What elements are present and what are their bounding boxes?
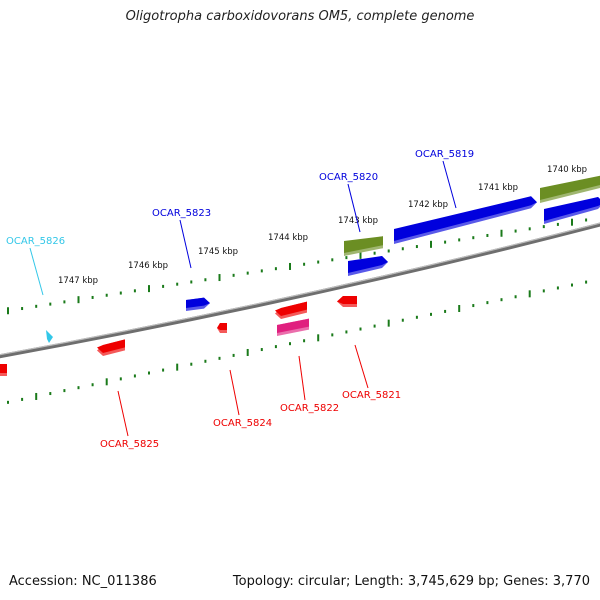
gene-feature[interactable] [97,339,125,356]
gene-feature[interactable] [540,175,600,203]
gene-label[interactable]: OCAR_5821 [342,390,401,401]
scale-ticks-inner [7,280,588,404]
gene-feature-body [97,339,125,353]
genome-summary-text: Topology: circular; Length: 3,745,629 bp… [232,574,590,589]
gene-features [0,175,600,376]
gene-label[interactable]: OCAR_5825 [100,439,159,450]
gene-feature-body [186,297,210,308]
genome-title: Oligotropha carboxidovorans OM5, complet… [125,9,475,24]
gene-feature-body [394,196,537,241]
gene-feature[interactable] [275,301,307,319]
gene-feature[interactable] [344,236,383,256]
scale-label: 1745 kbp [198,247,238,257]
gene-feature-body [277,318,309,333]
gene-label-leader [298,355,306,401]
gene-feature-body [348,256,388,273]
gene-feature[interactable] [348,256,388,276]
scale-label: 1746 kbp [128,261,168,271]
scale-label: 1743 kbp [338,216,378,226]
gene-feature-body [544,197,600,221]
gene-feature-body [337,296,357,304]
scale-label: 1742 kbp [408,200,448,210]
gene-label-leader [229,369,240,416]
scale-ticks-outer [7,218,588,315]
gene-label-leader [179,219,192,269]
gene-feature[interactable] [186,297,210,311]
gene-feature[interactable] [46,330,53,343]
genome-backbone-highlight [0,222,600,356]
gene-label-leader [442,160,457,209]
gene-feature[interactable] [544,197,600,224]
gene-label[interactable]: OCAR_5820 [319,172,378,183]
gene-label[interactable]: OCAR_5824 [213,418,272,429]
gene-feature-body [275,301,307,316]
gene-feature-body [540,175,600,200]
scale-label: 1744 kbp [268,233,308,243]
gene-feature-body [217,323,227,330]
scale-labels: 1747 kbp 1746 kbp 1745 kbp 1744 kbp 1743 kbp… [58,165,587,286]
gene-feature[interactable] [337,296,357,307]
gene-label-leader [354,344,369,389]
gene-label[interactable]: OCAR_5822 [280,403,339,414]
gene-label-leader [117,390,129,437]
scale-label: 1740 kbp [547,165,587,175]
gene-label-leader [29,247,44,296]
gene-feature-body [0,364,7,373]
gene-labels: OCAR_5826 OCAR_5823 OCAR_5820 OCAR_5819 OCAR… [6,149,474,450]
genome-backbone [0,222,600,359]
scale-label: 1741 kbp [478,183,518,193]
gene-label[interactable]: OCAR_5823 [152,208,211,219]
gene-feature[interactable] [0,364,7,376]
gene-feature[interactable] [394,196,537,244]
gene-feature[interactable] [217,323,227,333]
scale-label: 1747 kbp [58,276,98,286]
gene-feature[interactable] [277,318,309,336]
gene-label[interactable]: OCAR_5819 [415,149,474,160]
gene-label[interactable]: OCAR_5826 [6,236,65,247]
gene-feature-body [344,236,383,253]
gene-label-leader [347,183,361,233]
accession-text: Accession: NC_011386 [9,574,157,589]
